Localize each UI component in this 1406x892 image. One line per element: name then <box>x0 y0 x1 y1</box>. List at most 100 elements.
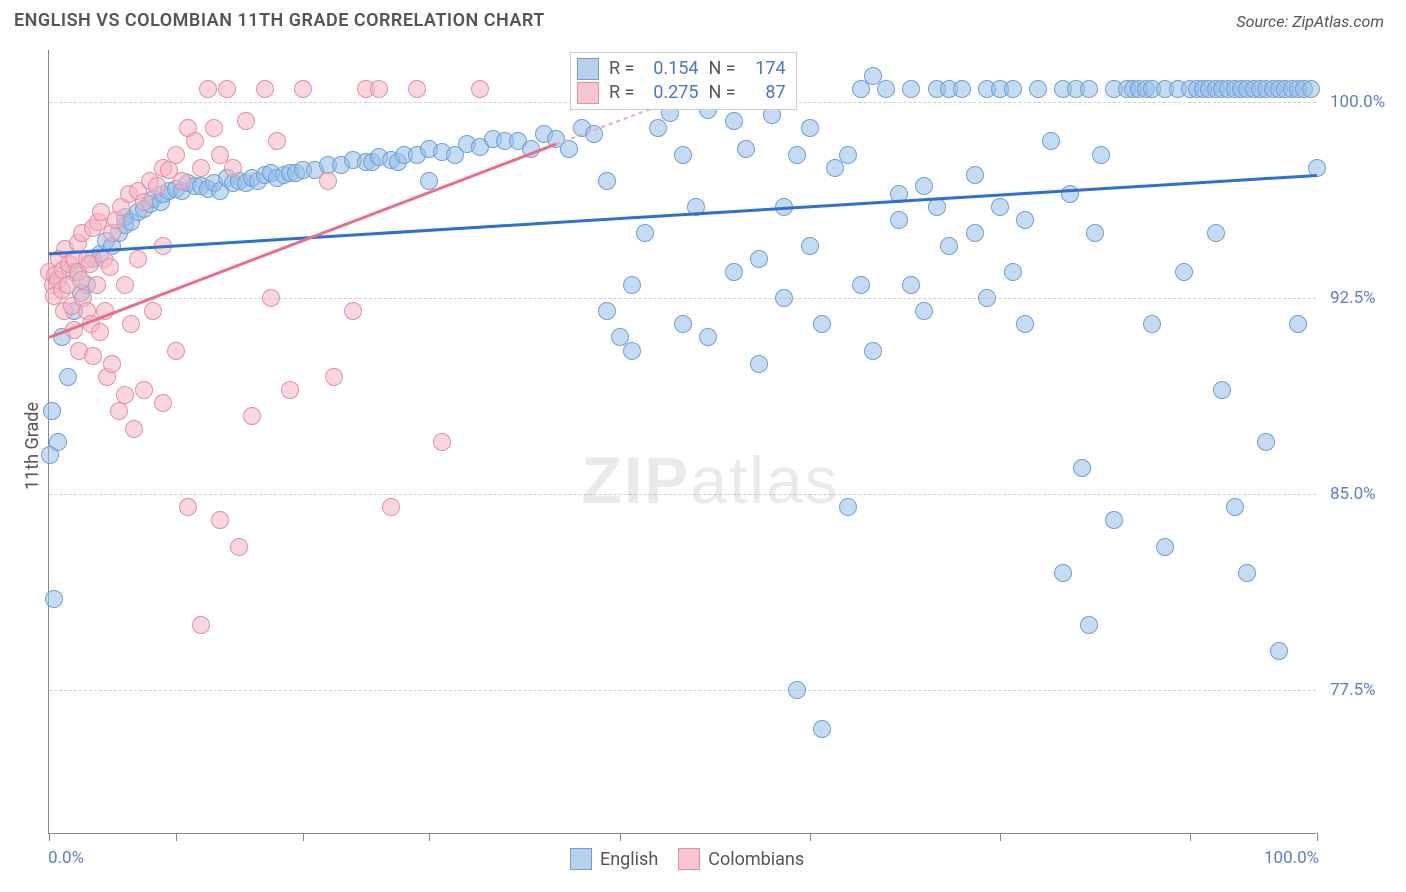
stats-legend-row: R =0.154N =174 <box>577 57 786 81</box>
data-point <box>978 289 996 307</box>
data-point <box>902 80 920 98</box>
data-point <box>101 258 119 276</box>
data-point <box>268 132 286 150</box>
y-tick-label: 85.0% <box>1330 484 1376 504</box>
data-point <box>585 125 603 143</box>
data-point <box>1105 511 1123 529</box>
data-point <box>1143 315 1161 333</box>
data-point <box>1226 498 1244 516</box>
chart-title: ENGLISH VS COLOMBIAN 11TH GRADE CORRELAT… <box>14 10 545 31</box>
data-point <box>1175 263 1193 281</box>
data-point <box>420 172 438 190</box>
data-point <box>1289 315 1307 333</box>
data-point <box>737 140 755 158</box>
data-point <box>750 250 768 268</box>
data-point <box>725 112 743 130</box>
data-point <box>674 146 692 164</box>
data-point <box>262 289 280 307</box>
y-axis-label: 11th Grade <box>22 402 43 490</box>
source-label: Source: ZipAtlas.com <box>1236 12 1384 31</box>
data-point <box>167 342 185 360</box>
data-point <box>991 198 1009 216</box>
data-point <box>294 80 312 98</box>
data-point <box>839 146 857 164</box>
data-point <box>65 321 83 339</box>
data-point <box>623 276 641 294</box>
data-point <box>408 80 426 98</box>
data-point <box>1004 80 1022 98</box>
data-point <box>167 146 185 164</box>
data-point <box>801 237 819 255</box>
data-point <box>801 119 819 137</box>
x-tick <box>810 833 811 841</box>
data-point <box>750 355 768 373</box>
data-point <box>687 198 705 216</box>
data-point <box>49 433 67 451</box>
data-point <box>1054 564 1072 582</box>
data-point <box>135 193 153 211</box>
x-tick-label: 100.0% <box>1264 848 1319 868</box>
data-point <box>173 172 191 190</box>
x-tick <box>620 833 621 841</box>
data-point <box>129 250 147 268</box>
data-point <box>1086 224 1104 242</box>
data-point <box>1061 185 1079 203</box>
data-point <box>1092 146 1110 164</box>
data-point <box>1302 80 1320 98</box>
data-point <box>1042 132 1060 150</box>
data-point <box>125 420 143 438</box>
data-point <box>224 159 242 177</box>
data-point <box>864 342 882 360</box>
x-tick <box>429 833 430 841</box>
data-point <box>788 681 806 699</box>
data-point <box>1016 315 1034 333</box>
data-point <box>192 616 210 634</box>
data-point <box>199 80 217 98</box>
data-point <box>319 172 337 190</box>
scatter-plot: ZIPatlas <box>48 50 1316 834</box>
data-point <box>110 402 128 420</box>
watermark: ZIPatlas <box>582 442 840 518</box>
data-point <box>1213 381 1231 399</box>
data-point <box>1308 159 1326 177</box>
x-tick <box>303 833 304 841</box>
data-point <box>1270 642 1288 660</box>
data-point <box>154 394 172 412</box>
y-tick-label: 92.5% <box>1330 288 1376 308</box>
data-point <box>560 140 578 158</box>
data-point <box>205 119 223 137</box>
data-point <box>122 315 140 333</box>
data-point <box>59 368 77 386</box>
data-point <box>325 368 343 386</box>
data-point <box>1073 459 1091 477</box>
legend-item: Colombians <box>678 848 804 870</box>
data-point <box>649 119 667 137</box>
data-point <box>877 80 895 98</box>
data-point <box>1029 80 1047 98</box>
data-point <box>382 498 400 516</box>
data-point <box>966 224 984 242</box>
data-point <box>1080 616 1098 634</box>
data-point <box>218 80 236 98</box>
data-point <box>88 276 106 294</box>
data-point <box>1238 564 1256 582</box>
x-tick <box>1190 833 1191 841</box>
data-point <box>96 302 114 320</box>
data-point <box>902 276 920 294</box>
data-point <box>186 132 204 150</box>
data-point <box>230 538 248 556</box>
data-point <box>1156 538 1174 556</box>
x-tick <box>49 833 50 841</box>
data-point <box>813 315 831 333</box>
data-point <box>1080 80 1098 98</box>
data-point <box>598 172 616 190</box>
data-point <box>116 386 134 404</box>
data-point <box>725 263 743 281</box>
data-point <box>852 276 870 294</box>
data-point <box>1257 433 1275 451</box>
data-point <box>370 80 388 98</box>
data-point <box>1004 263 1022 281</box>
data-point <box>179 498 197 516</box>
gridline <box>49 690 1316 691</box>
data-point <box>433 433 451 451</box>
